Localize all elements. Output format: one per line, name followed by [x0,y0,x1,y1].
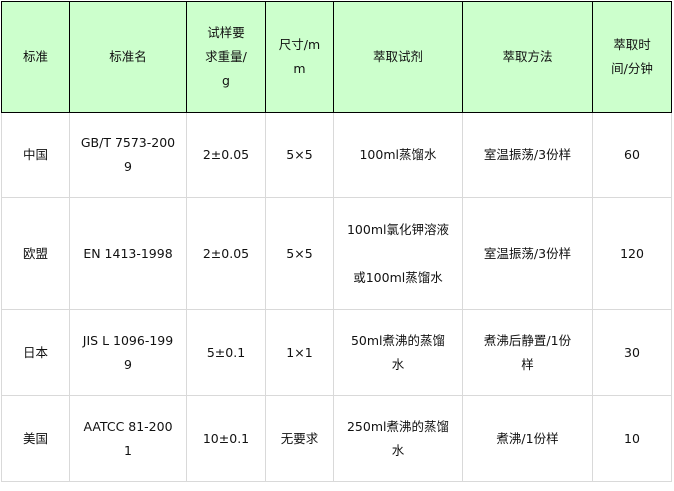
cell-reagent: 100ml蒸馏水 [333,112,463,198]
table-row: 美国 AATCC 81-200 1 10±0.1 无要求 250ml煮沸的蒸馏 … [1,395,672,482]
header-standard-name: 标准名 [69,1,187,113]
header-reagent: 萃取试剂 [333,1,463,113]
cell-standard-name: JIS L 1096-199 9 [69,309,187,396]
cell-size: 无要求 [265,395,334,482]
cell-standard: 欧盟 [1,197,70,310]
cell-standard-name: AATCC 81-200 1 [69,395,187,482]
cell-size: 1×1 [265,309,334,396]
cell-standard-name: EN 1413-1998 [69,197,187,310]
cell-standard: 美国 [1,395,70,482]
cell-size: 5×5 [265,112,334,198]
header-size: 尺寸/m m [265,1,334,113]
cell-standard: 日本 [1,309,70,396]
standards-table: 标准 标准名 试样要 求重量/ g 尺寸/m m 萃取试剂 萃取方法 萃取时 间… [1,1,672,482]
cell-time: 60 [592,112,672,198]
cell-size: 5×5 [265,197,334,310]
cell-time: 30 [592,309,672,396]
header-time: 萃取时 间/分钟 [592,1,672,113]
cell-standard-name: GB/T 7573-200 9 [69,112,187,198]
cell-method: 室温振荡/3份样 [462,197,593,310]
cell-reagent: 250ml煮沸的蒸馏 水 [333,395,463,482]
cell-sample-weight: 2±0.05 [186,112,266,198]
cell-reagent: 50ml煮沸的蒸馏 水 [333,309,463,396]
cell-standard: 中国 [1,112,70,198]
cell-method: 室温振荡/3份样 [462,112,593,198]
cell-sample-weight: 5±0.1 [186,309,266,396]
cell-method: 煮沸后静置/1份 样 [462,309,593,396]
header-sample-weight: 试样要 求重量/ g [186,1,266,113]
cell-sample-weight: 2±0.05 [186,197,266,310]
cell-time: 120 [592,197,672,310]
cell-reagent: 100ml氯化钾溶液 或100ml蒸馏水 [333,197,463,310]
header-method: 萃取方法 [462,1,593,113]
cell-sample-weight: 10±0.1 [186,395,266,482]
header-standard: 标准 [1,1,70,113]
table-row: 中国 GB/T 7573-200 9 2±0.05 5×5 100ml蒸馏水 室… [1,112,672,198]
table-row: 欧盟 EN 1413-1998 2±0.05 5×5 100ml氯化钾溶液 或1… [1,197,672,310]
header-row: 标准 标准名 试样要 求重量/ g 尺寸/m m 萃取试剂 萃取方法 萃取时 间… [1,1,672,113]
cell-method: 煮沸/1份样 [462,395,593,482]
table-row: 日本 JIS L 1096-199 9 5±0.1 1×1 50ml煮沸的蒸馏 … [1,309,672,396]
cell-time: 10 [592,395,672,482]
